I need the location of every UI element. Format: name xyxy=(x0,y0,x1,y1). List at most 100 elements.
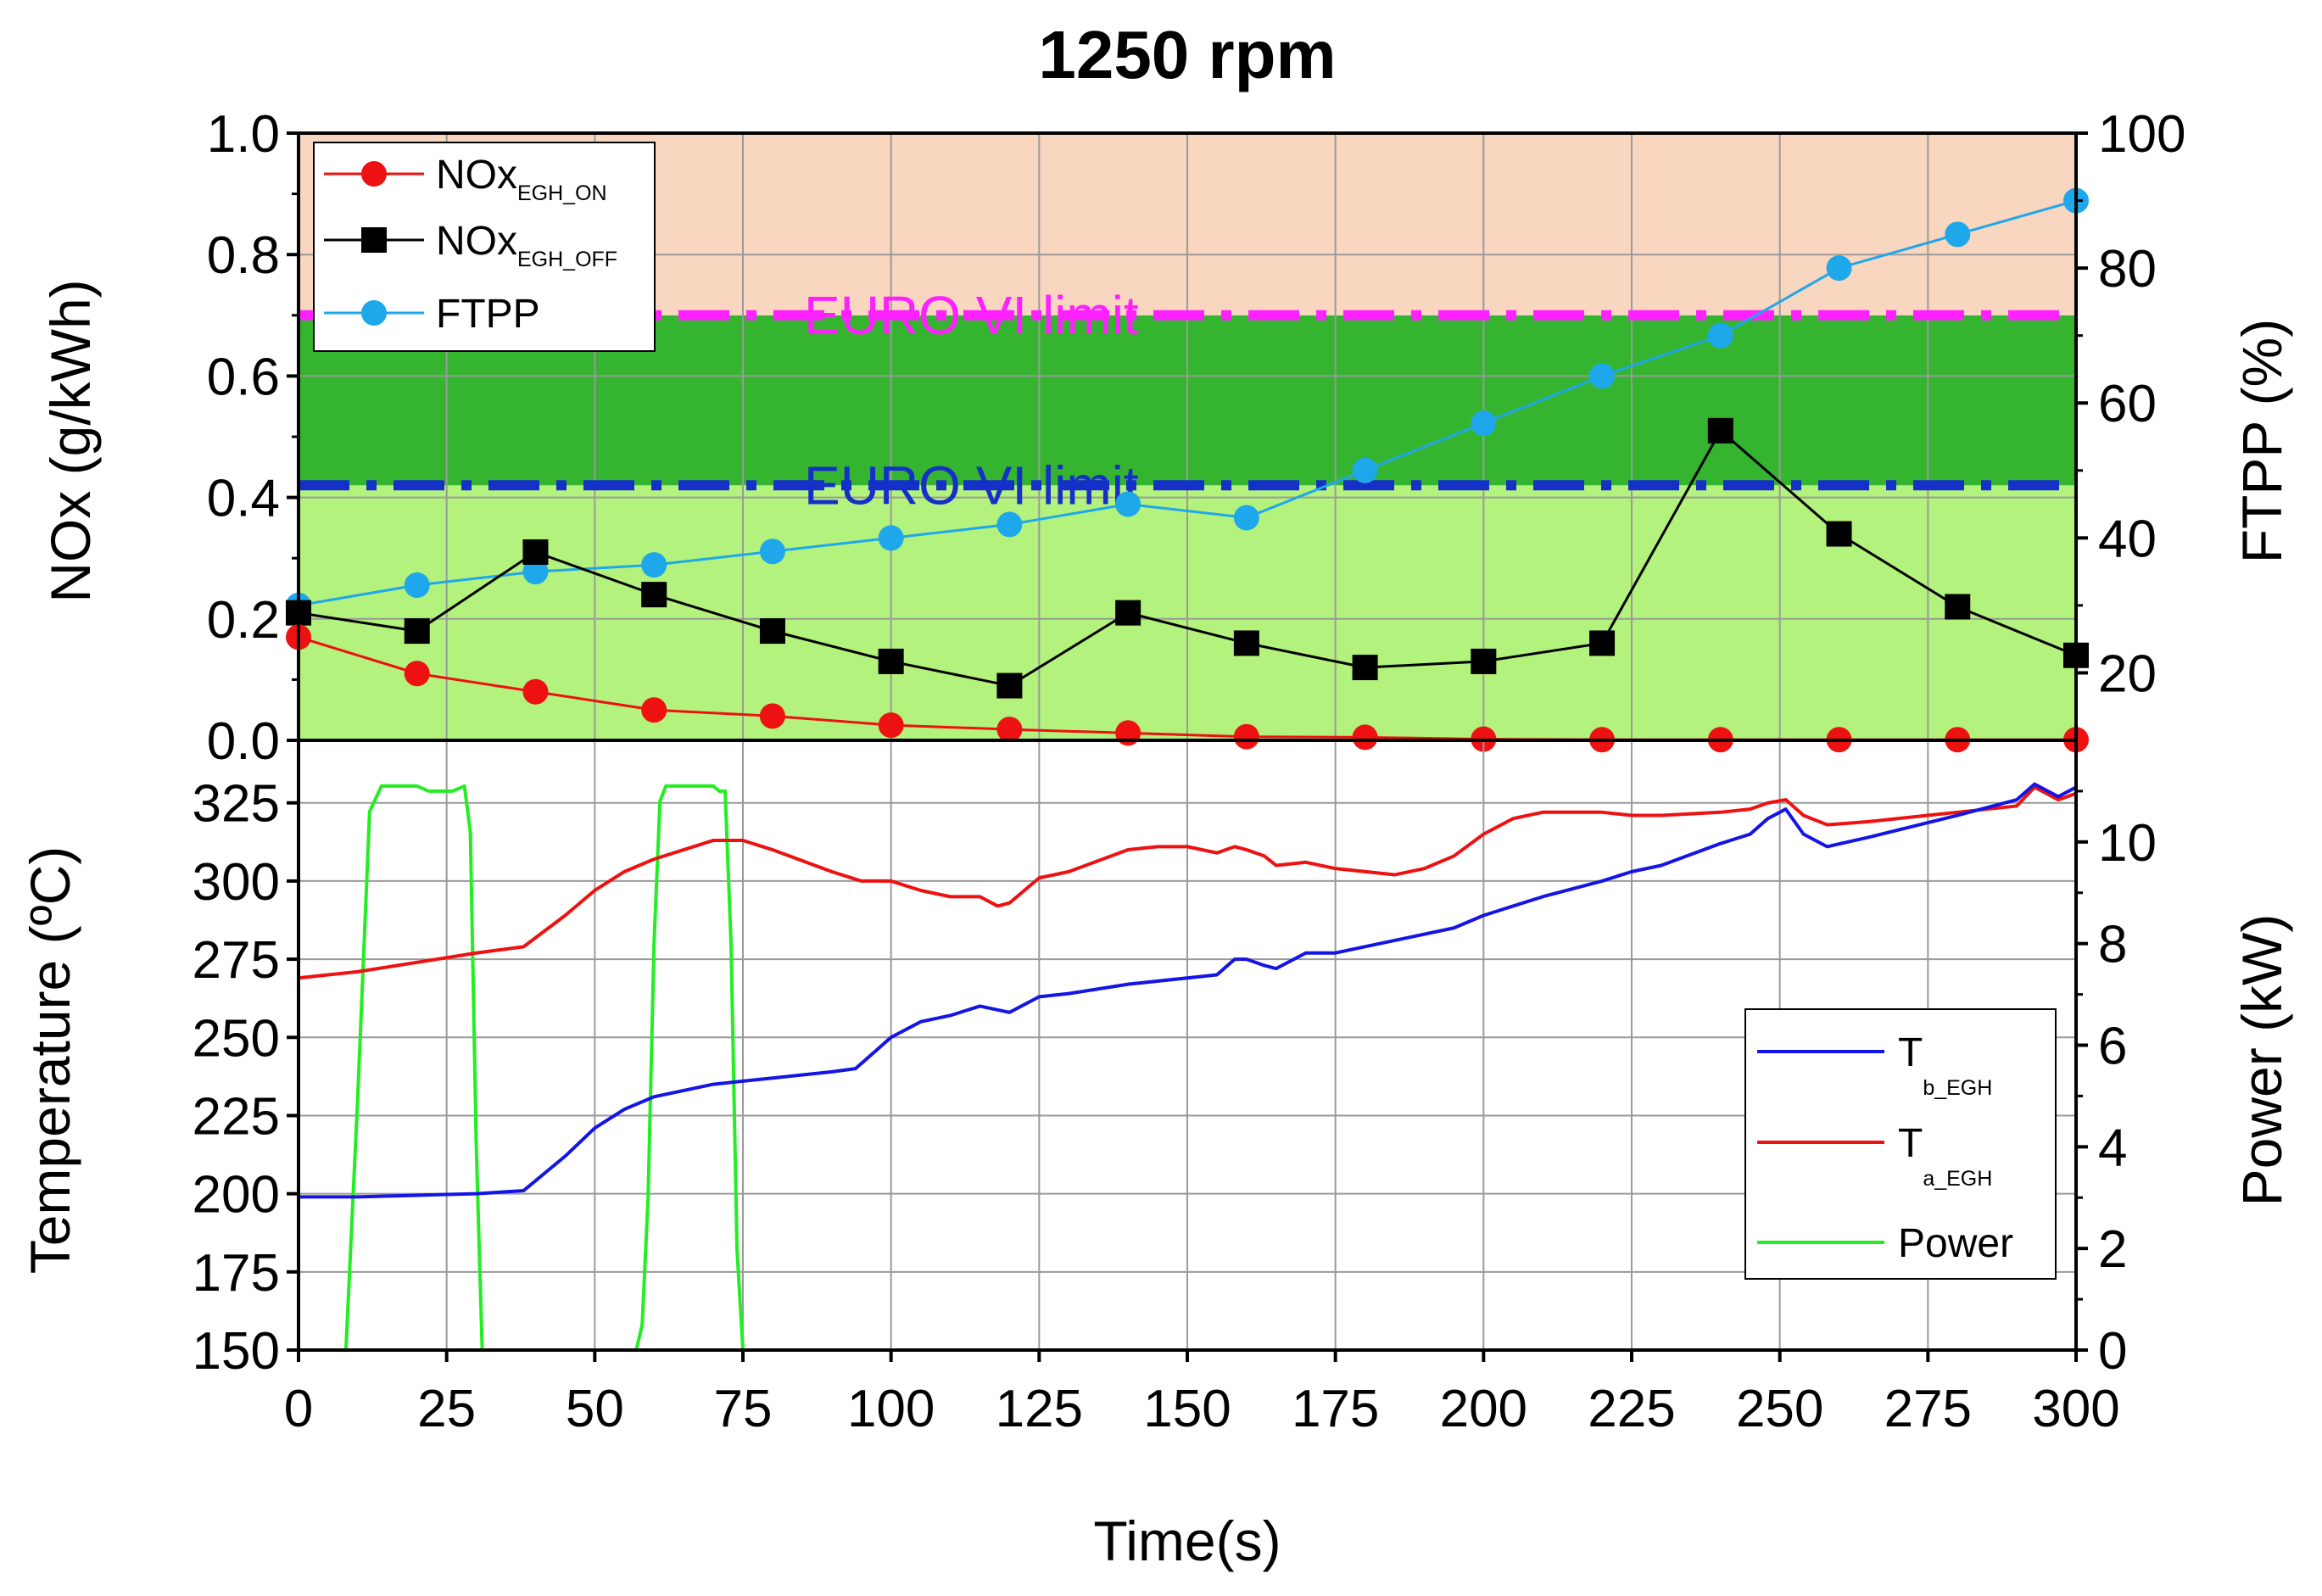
nox-egh-off-point xyxy=(1589,630,1616,656)
temperature-tick-label: 250 xyxy=(193,1009,280,1068)
nox-egh-on-point xyxy=(641,697,667,723)
legend-label-1: NOxEGH_ON xyxy=(436,153,607,205)
nox-egh-off-point xyxy=(759,618,785,645)
ftpp-point xyxy=(1707,322,1733,349)
top-legend: NOxEGH_ON NOxEGH_OFF FTPP xyxy=(313,142,656,352)
top-axes: 0.0 0.2 0.4 0.6 0.8 1.0 20 40 60 80 100 xyxy=(207,105,2186,771)
time-tick-label: 50 xyxy=(566,1380,624,1438)
ftpp-tick-label: 100 xyxy=(2098,105,2185,164)
power-tick-label: 2 xyxy=(2098,1220,2127,1279)
time-tick-label: 200 xyxy=(1440,1380,1527,1438)
temperature-tick-label: 200 xyxy=(193,1166,280,1225)
legend-swatch-marker xyxy=(361,227,387,253)
ftpp-point xyxy=(878,525,904,551)
temperature-axis-label: Temperature (ºC) xyxy=(19,846,81,1275)
legend-label-2: Ta_EGH xyxy=(1898,1121,1992,1191)
legend-label-3: FTPP xyxy=(436,292,540,337)
legend-label-3: Power xyxy=(1898,1221,2013,1266)
ftpp-point xyxy=(522,559,549,585)
nox-tick-label: 0.6 xyxy=(207,348,280,406)
nox-egh-on-point xyxy=(1352,724,1378,751)
nox-egh-off-point xyxy=(1707,417,1733,444)
nox-egh-off-point xyxy=(641,582,667,608)
nox-egh-off-line xyxy=(298,428,2077,688)
power-tick-label: 4 xyxy=(2098,1119,2127,1177)
nox-egh-on-point xyxy=(404,661,430,687)
ftpp-point xyxy=(641,552,667,578)
ftpp-tick-label: 80 xyxy=(2098,240,2157,299)
time-tick-label: 100 xyxy=(847,1380,935,1438)
nox-egh-off-point xyxy=(1352,655,1378,681)
time-tick-label: 250 xyxy=(1736,1380,1823,1438)
chart-title: 1250 rpm xyxy=(1038,17,1336,92)
ftpp-point xyxy=(1471,410,1497,437)
ftpp-tick-label: 20 xyxy=(2098,645,2157,703)
ftpp-point xyxy=(404,572,430,599)
nox-tick-label: 0.2 xyxy=(207,591,280,650)
bottom-legend: Tb_EGH Ta_EGH Power xyxy=(1744,1008,2057,1280)
ftpp-point xyxy=(996,511,1023,538)
power-axis-label: Power (kW) xyxy=(2230,914,2293,1207)
nox-tick-label: 0.0 xyxy=(207,712,280,771)
ftpp-point xyxy=(1233,505,1259,531)
nox-egh-off-point xyxy=(878,648,904,674)
nox-axis-label: NOx (g/kWh) xyxy=(39,279,102,602)
time-tick-label: 225 xyxy=(1588,1380,1675,1438)
time-tick-label: 75 xyxy=(714,1380,773,1438)
nox-tick-label: 0.4 xyxy=(207,470,280,528)
nox-egh-on-point xyxy=(996,717,1023,743)
ftpp-point xyxy=(1589,363,1616,389)
time-tick-label: 125 xyxy=(996,1380,1083,1438)
legend-swatch-marker xyxy=(361,161,387,187)
power-tick-label: 0 xyxy=(2098,1322,2127,1381)
euro-vi-limit-label-1: EURO VI limit xyxy=(804,285,1139,346)
ftpp-line xyxy=(298,199,2077,607)
nox-egh-on-point xyxy=(759,703,785,729)
nox-tick-label: 1.0 xyxy=(207,105,280,164)
temperature-tick-label: 300 xyxy=(193,853,280,912)
power-tick-label: 8 xyxy=(2098,916,2127,974)
nox-egh-off-point xyxy=(1233,630,1259,656)
power-tick-label: 10 xyxy=(2098,814,2157,873)
time-tick-label: 0 xyxy=(284,1380,313,1438)
t-b-egh-line xyxy=(299,782,2077,1199)
nox-egh-off-point xyxy=(404,618,430,645)
nox-egh-off-point xyxy=(1115,600,1141,626)
nox-tick-label: 0.8 xyxy=(207,226,280,285)
euro-vi-limit-label-2: EURO VI limit xyxy=(804,455,1139,516)
temperature-tick-label: 325 xyxy=(193,775,280,834)
power-tick-label: 6 xyxy=(2098,1018,2127,1076)
nox-egh-off-point xyxy=(1826,521,1852,547)
nox-egh-off-point xyxy=(522,539,549,566)
ftpp-point xyxy=(1826,255,1852,282)
time-tick-label: 175 xyxy=(1292,1380,1379,1438)
nox-egh-on-point xyxy=(878,712,904,739)
ftpp-tick-label: 60 xyxy=(2098,375,2157,433)
temperature-tick-label: 225 xyxy=(193,1087,280,1146)
temperature-tick-label: 175 xyxy=(193,1244,280,1303)
time-tick-label: 25 xyxy=(417,1380,476,1438)
ftpp-axis-label: FTPP (%) xyxy=(2230,319,2293,563)
nox-egh-on-point xyxy=(522,678,549,705)
t-a-egh-line xyxy=(298,785,2077,980)
temperature-tick-label: 275 xyxy=(193,931,280,990)
top-series xyxy=(286,187,2089,753)
ftpp-tick-label: 40 xyxy=(2098,510,2157,568)
legend-swatch-marker xyxy=(361,300,387,326)
ftpp-point xyxy=(759,539,785,565)
temperature-tick-label: 150 xyxy=(193,1322,280,1381)
time-axis-label: Time(s) xyxy=(1093,1510,1281,1572)
nox-egh-off-point xyxy=(1945,594,1971,620)
nox-egh-off-point xyxy=(1471,648,1497,674)
nox-egh-off-point xyxy=(996,672,1023,699)
ftpp-point xyxy=(1115,491,1141,517)
legend-label-2: NOxEGH_OFF xyxy=(436,219,617,271)
time-tick-label: 275 xyxy=(1884,1380,1972,1438)
legend-label-1: Tb_EGH xyxy=(1898,1030,1992,1100)
time-tick-label: 150 xyxy=(1143,1380,1231,1438)
time-tick-label: 300 xyxy=(2032,1380,2119,1438)
nox-egh-on-point xyxy=(1233,723,1259,750)
ftpp-point xyxy=(1945,221,1971,248)
